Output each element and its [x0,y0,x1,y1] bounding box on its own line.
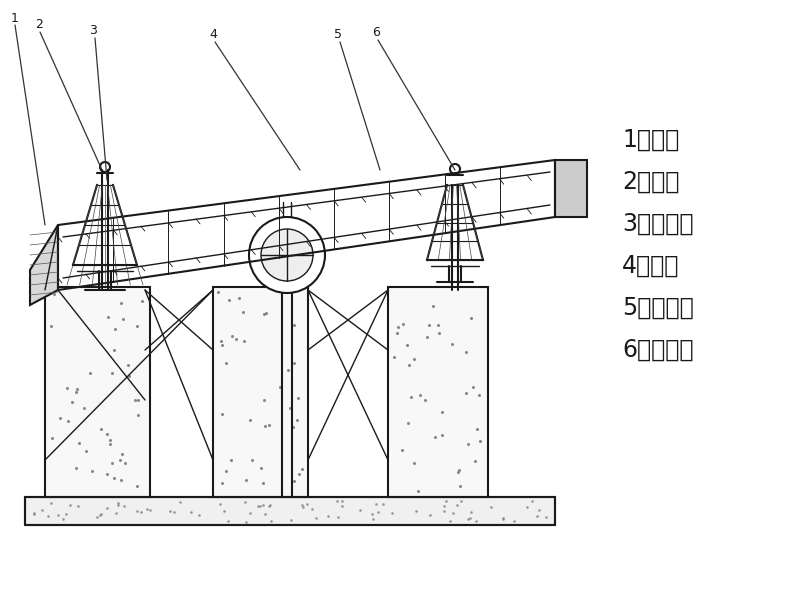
Bar [45,287,150,497]
Text: 4、筛体: 4、筛体 [622,254,679,278]
Circle shape [450,164,460,174]
Polygon shape [30,225,58,305]
Bar [213,287,308,497]
Text: 1、支架: 1、支架 [622,128,679,152]
Text: 6: 6 [372,26,380,40]
Text: 6、激振器: 6、激振器 [622,338,694,362]
Bar [555,160,587,217]
Bar [388,287,488,497]
Circle shape [100,162,110,172]
Text: 5: 5 [334,28,342,41]
Text: 4: 4 [209,28,217,41]
Circle shape [249,217,325,293]
Text: 3: 3 [89,25,97,37]
Text: 2: 2 [35,19,43,31]
Text: 2、弹簧: 2、弹簧 [622,170,679,194]
Bar [25,497,555,525]
Circle shape [261,229,313,281]
Text: 3、电动机: 3、电动机 [622,212,694,236]
Text: 5、出料口: 5、出料口 [622,296,694,320]
Text: 1: 1 [11,13,19,25]
